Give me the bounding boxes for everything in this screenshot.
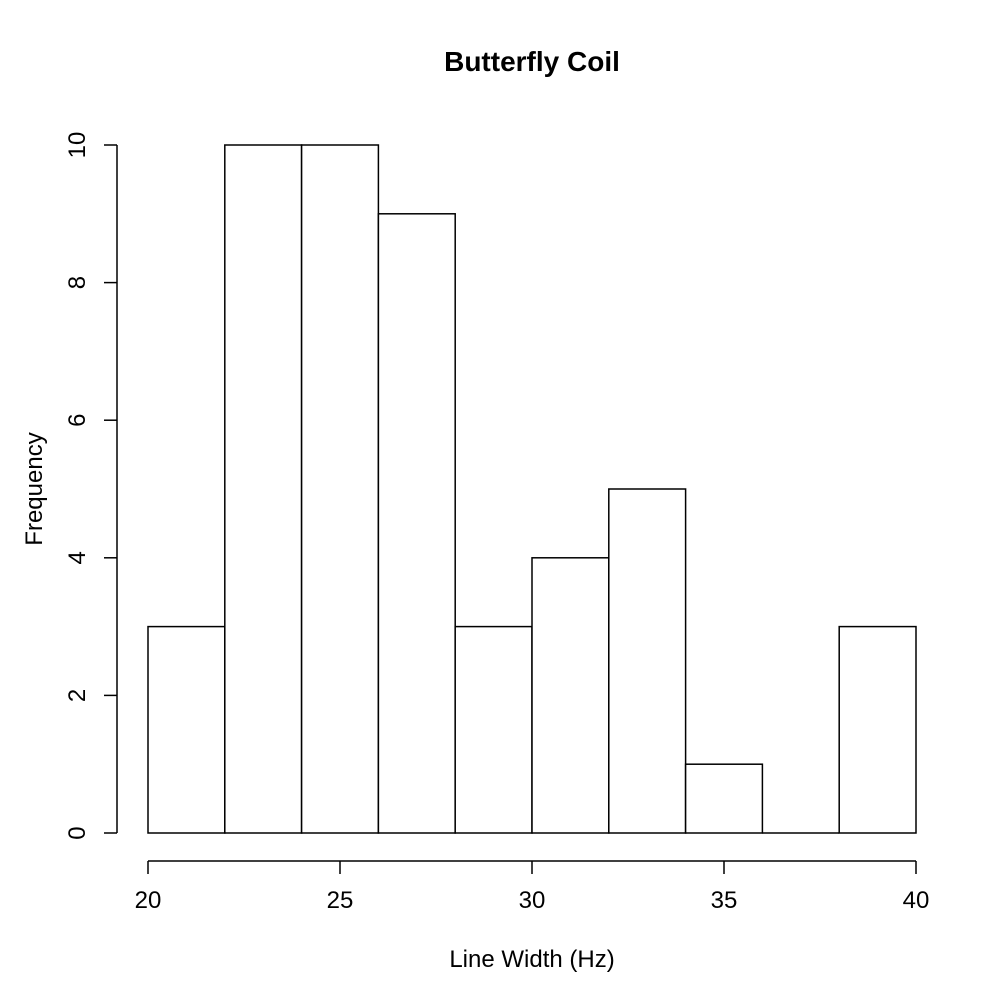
histogram-bar — [300, 144, 380, 834]
y-tick-label: 2 — [64, 689, 91, 702]
histogram-bar — [377, 213, 456, 834]
x-tick-label: 20 — [135, 887, 162, 914]
histogram-bar — [838, 625, 917, 834]
axes-layer: 20 25 30 35 40 0 2 4 6 8 10 — [64, 132, 929, 914]
histogram-bar — [454, 625, 533, 834]
y-axis-title: Frequency — [21, 432, 48, 545]
y-tick-label: 6 — [64, 414, 91, 427]
histogram-bar — [531, 557, 610, 834]
x-tick-label: 30 — [519, 887, 546, 914]
bars-layer — [147, 144, 917, 834]
x-tick-label: 25 — [327, 887, 354, 914]
histogram-bar — [147, 625, 226, 834]
histogram-bar — [684, 763, 764, 834]
y-tick-label: 4 — [64, 551, 91, 564]
y-tick-label: 8 — [64, 276, 91, 289]
x-tick-label: 40 — [903, 887, 930, 914]
x-tick-label: 35 — [711, 887, 738, 914]
chart-title: Butterfly Coil — [444, 46, 620, 77]
x-axis-title: Line Width (Hz) — [449, 946, 614, 973]
y-tick-label: 0 — [64, 826, 91, 839]
y-tick-label: 10 — [64, 132, 91, 159]
histogram-bar — [224, 144, 303, 834]
histogram-bar — [608, 488, 687, 834]
